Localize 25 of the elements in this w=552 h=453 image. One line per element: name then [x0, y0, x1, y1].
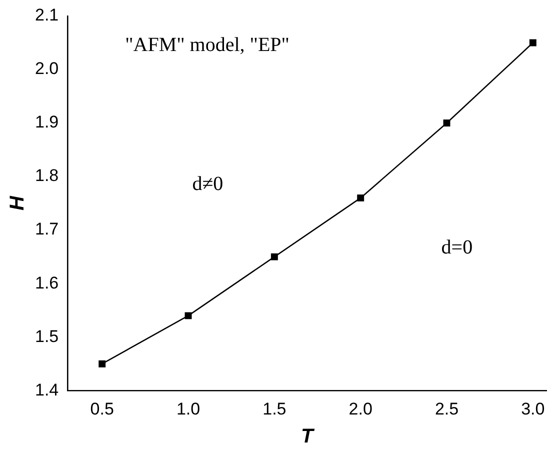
- x-tick-label: 2.5: [434, 399, 459, 418]
- y-tick-label: 1.5: [34, 326, 59, 346]
- point: [529, 39, 536, 46]
- point: [98, 360, 106, 368]
- x-tick-label: 3.0: [521, 399, 545, 418]
- y-tick-label: 1.4: [34, 380, 59, 400]
- point: [357, 194, 364, 202]
- y-tick-label: 1.9: [34, 112, 59, 132]
- annotation: d=0: [441, 236, 473, 258]
- y-tick-label: 2.0: [34, 59, 59, 78]
- y-tick-label: 1.7: [34, 220, 59, 239]
- x-tick-label: 1.0: [176, 399, 200, 418]
- x-tick-label: 0.5: [90, 399, 114, 418]
- x-axis-title: T: [301, 426, 316, 448]
- y-tick-label: 1.6: [34, 273, 59, 292]
- point: [270, 253, 278, 260]
- annotation: d≠0: [192, 172, 224, 195]
- point: [443, 120, 450, 127]
- y-tick-label: 1.8: [34, 166, 59, 186]
- annotation: "AFM" model, "EP": [125, 34, 290, 56]
- x-tick-label: 2.0: [348, 399, 372, 418]
- y-tick-label: 2.1: [34, 6, 59, 25]
- point: [184, 312, 192, 320]
- x-tick-label: 1.5: [262, 399, 286, 418]
- y-axis-title: H: [6, 196, 29, 211]
